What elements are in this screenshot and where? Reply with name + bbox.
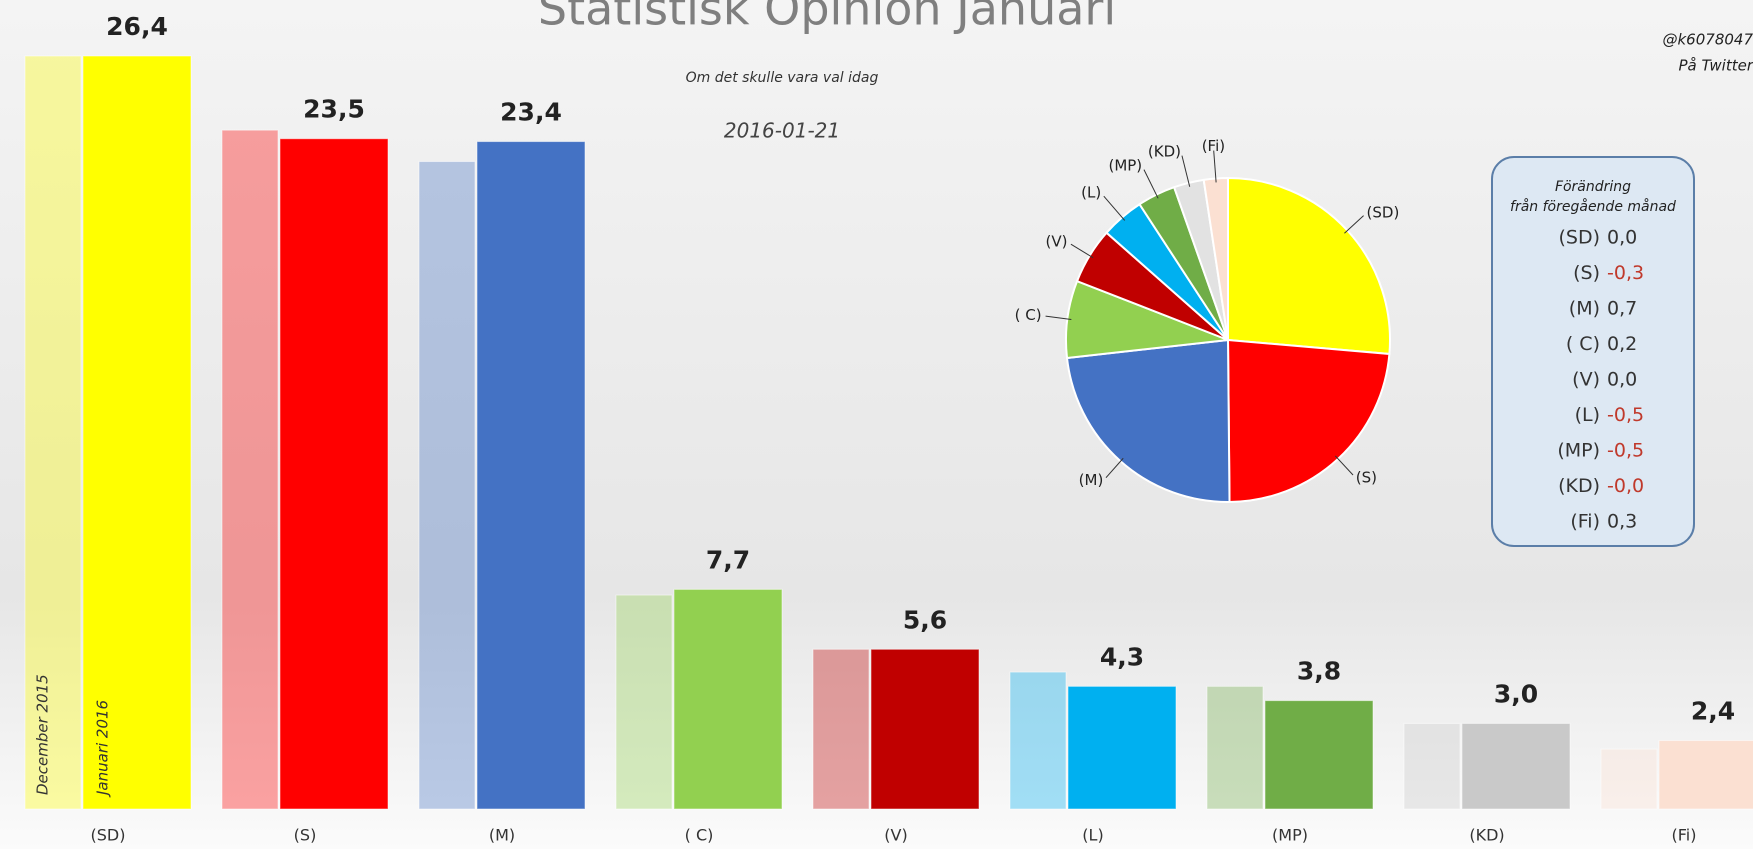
bar <box>813 649 869 809</box>
value-label: 23,4 <box>500 98 562 127</box>
credit: @k6078047 <box>1663 31 1753 49</box>
x-tick-label: (M) <box>489 826 515 845</box>
change-value: 0,2 <box>1607 333 1637 355</box>
bar <box>477 142 585 809</box>
change-value: -0,3 <box>1607 262 1644 284</box>
bar <box>1265 701 1373 809</box>
x-tick-label: (MP) <box>1272 826 1308 845</box>
pie-label: ( C) <box>1015 306 1042 324</box>
bar <box>616 595 672 809</box>
x-tick-label: (KD) <box>1469 826 1504 845</box>
credit: På Twitter <box>1678 57 1753 75</box>
change-party: ( C) <box>1566 333 1600 355</box>
change-party: (M) <box>1569 298 1600 320</box>
x-tick-label: (L) <box>1082 826 1103 845</box>
change-value: 0,3 <box>1607 511 1637 533</box>
value-label: 3,0 <box>1494 679 1538 708</box>
bar <box>1010 672 1066 809</box>
value-label: 2,4 <box>1691 697 1735 726</box>
x-tick-label: (V) <box>884 826 907 845</box>
chart-title: Statistisk Opinion Januari <box>538 0 1116 36</box>
bar <box>280 139 388 809</box>
change-party: (S) <box>1573 262 1600 284</box>
value-label: 23,5 <box>303 95 365 124</box>
pie-label: (L) <box>1081 184 1101 202</box>
change-value: -0,5 <box>1607 440 1644 462</box>
legend-label: Januari 2016 <box>94 700 112 798</box>
bar <box>1659 741 1753 809</box>
bar <box>871 649 979 809</box>
change-value: 0,0 <box>1607 369 1637 391</box>
bar <box>1462 723 1570 809</box>
change-value: -0,0 <box>1607 475 1644 497</box>
bar <box>1404 723 1460 809</box>
x-tick-label: (Fi) <box>1672 826 1697 845</box>
change-party: (SD) <box>1558 227 1600 249</box>
change-party: (V) <box>1572 369 1600 391</box>
value-label: 26,4 <box>106 12 168 41</box>
legend-label: December 2015 <box>34 674 52 795</box>
pie-label: (S) <box>1356 468 1377 486</box>
change-party: (L) <box>1575 404 1600 426</box>
value-label: 4,3 <box>1100 642 1144 671</box>
change-party: (MP) <box>1557 440 1600 462</box>
date: 2016-01-21 <box>724 119 840 143</box>
subtitle: Om det skulle vara val idag <box>686 70 879 86</box>
value-label: 7,7 <box>706 545 750 574</box>
pie-label: (Fi) <box>1202 137 1225 155</box>
bar <box>222 130 278 809</box>
bar <box>1068 686 1176 809</box>
pie-label: (M) <box>1079 471 1104 489</box>
pie-label: (KD) <box>1148 142 1181 160</box>
bar <box>419 162 475 809</box>
pie-label: (SD) <box>1367 203 1400 221</box>
bar <box>674 589 782 809</box>
value-label: 5,6 <box>903 605 947 634</box>
pie-label: (MP) <box>1108 157 1142 175</box>
bar <box>1207 686 1263 809</box>
change-value: 0,0 <box>1607 227 1637 249</box>
value-label: 3,8 <box>1297 657 1341 686</box>
pie-label: (V) <box>1046 233 1068 251</box>
change-value: -0,5 <box>1607 404 1644 426</box>
x-tick-label: (SD) <box>91 826 126 845</box>
bar <box>83 56 191 809</box>
bar <box>1601 749 1657 809</box>
x-tick-label: ( C) <box>685 826 714 845</box>
x-tick-label: (S) <box>294 826 317 845</box>
change-party: (KD) <box>1558 475 1600 497</box>
page: {"chart_data": [ {"type": "bar", "title"… <box>0 0 1753 849</box>
change-value: 0,7 <box>1607 298 1637 320</box>
change-party: (Fi) <box>1570 511 1600 533</box>
chart: Statistisk Opinion Januari Om det skulle… <box>0 0 1753 849</box>
